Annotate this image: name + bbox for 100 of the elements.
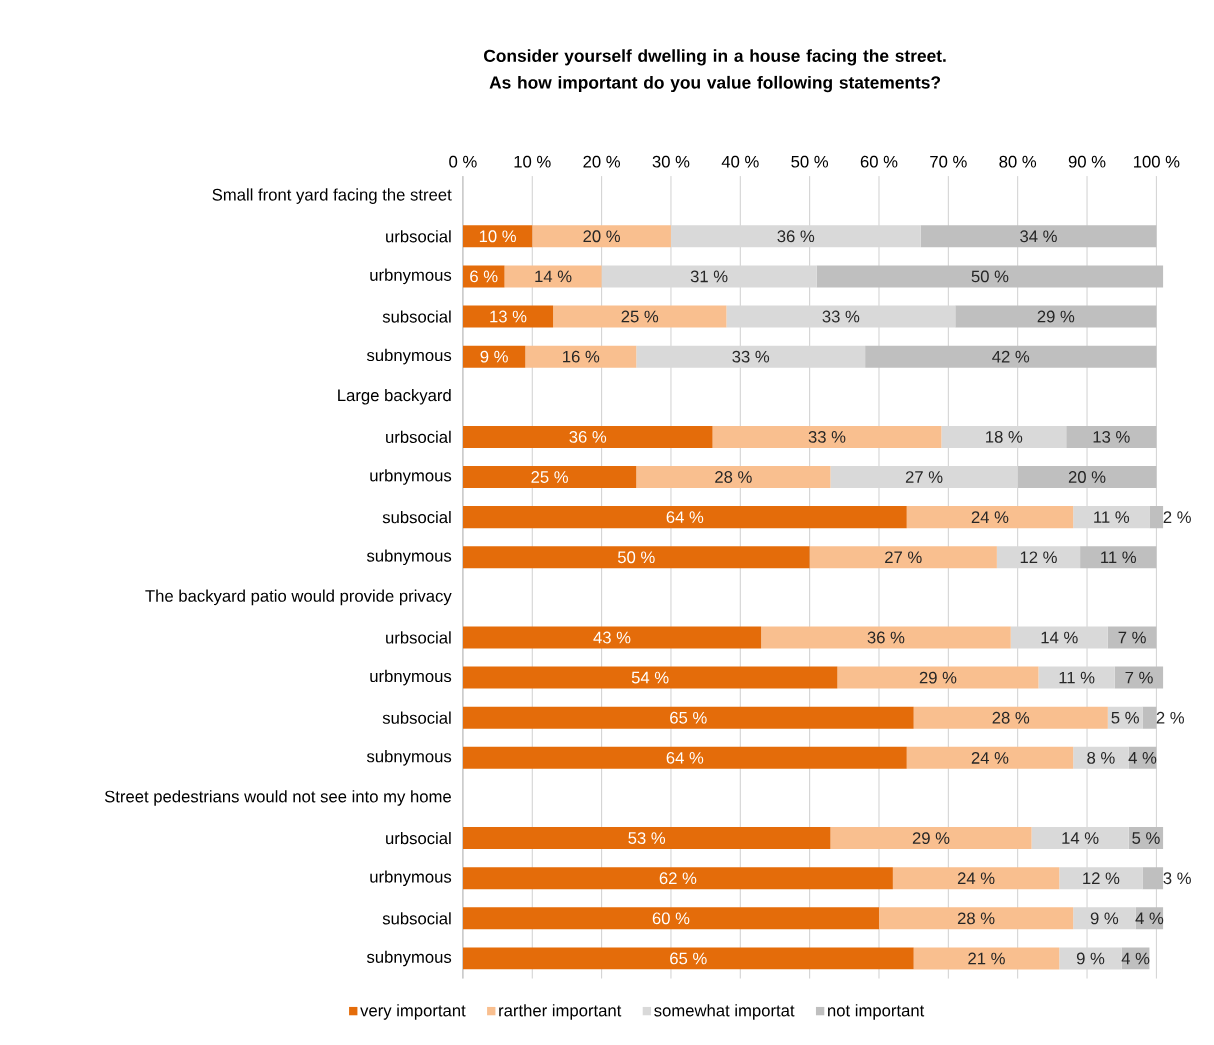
x-tick-label: 90 % bbox=[1068, 156, 1106, 168]
data-label: 64 % bbox=[666, 752, 704, 764]
y-tick-label: urbnymous bbox=[370, 469, 452, 485]
bar bbox=[830, 827, 1032, 850]
bar bbox=[1010, 626, 1108, 649]
bar bbox=[462, 305, 554, 328]
bar bbox=[462, 706, 914, 729]
data-label: 34 % bbox=[1020, 230, 1057, 243]
x-tick-label: 50 % bbox=[791, 156, 829, 168]
y-tick-label: urbsocial bbox=[386, 631, 451, 644]
legend-label: rarther important bbox=[499, 1004, 622, 1020]
data-label: 12 % bbox=[1083, 872, 1120, 885]
data-label: 2 % bbox=[1163, 511, 1191, 524]
x-tick-label: 60 % bbox=[860, 156, 898, 168]
y-tick-label: urbnymous bbox=[370, 870, 452, 887]
data-label: 27 % bbox=[905, 471, 943, 484]
legend-label: somewhat importat bbox=[654, 1004, 795, 1020]
data-label: 65 % bbox=[670, 712, 707, 724]
y-tick-label: subnymous bbox=[366, 750, 452, 766]
data-label: 54 % bbox=[631, 671, 669, 684]
data-label: 14 % bbox=[535, 270, 572, 283]
x-tick-label: 70 % bbox=[930, 156, 967, 168]
bar bbox=[462, 827, 831, 850]
data-label: 6 % bbox=[470, 270, 498, 283]
data-label: 29 % bbox=[912, 832, 950, 845]
bar bbox=[1107, 706, 1143, 729]
data-label: 28 % bbox=[715, 471, 752, 484]
y-tick-label: subnymous bbox=[366, 549, 452, 566]
bar bbox=[906, 506, 1074, 529]
data-label: 13 % bbox=[1093, 431, 1130, 443]
bar bbox=[462, 747, 907, 770]
data-label: 62 % bbox=[659, 872, 697, 885]
bar bbox=[1059, 867, 1143, 890]
data-label: 29 % bbox=[919, 671, 957, 684]
bar bbox=[462, 426, 713, 449]
data-label: 20 % bbox=[583, 230, 620, 243]
bar bbox=[878, 907, 1074, 930]
bar bbox=[1073, 907, 1136, 930]
y-tick-label: Large backyard bbox=[338, 389, 451, 405]
x-tick-label: 80 % bbox=[999, 156, 1037, 168]
bar bbox=[712, 426, 942, 449]
data-label: 29 % bbox=[1037, 310, 1075, 323]
bar bbox=[1107, 626, 1157, 649]
chart-title: Consider yourself dwelling in a house facing the street. As how important do you value following statements? bbox=[484, 49, 946, 93]
bar bbox=[462, 506, 907, 529]
x-tick-label: 0 % bbox=[449, 156, 477, 168]
data-label: 36 % bbox=[867, 631, 905, 644]
x-tick-label: 100 % bbox=[1134, 156, 1180, 168]
data-label: 24 % bbox=[957, 872, 995, 885]
y-tick-label: urbsocial bbox=[386, 230, 451, 243]
bar bbox=[1149, 506, 1164, 529]
data-label: 25 % bbox=[621, 310, 659, 323]
bar bbox=[955, 305, 1157, 328]
y-tick-label: urbsocial bbox=[386, 430, 451, 444]
data-label: 36 % bbox=[777, 230, 815, 243]
bar bbox=[636, 466, 831, 489]
bar bbox=[913, 706, 1108, 729]
y-tick-label: Small front yard facing the street bbox=[212, 188, 452, 205]
bar bbox=[636, 345, 866, 368]
data-label: 31 % bbox=[690, 270, 728, 283]
y-tick-label: urbnymous bbox=[370, 268, 452, 285]
data-label: 53 % bbox=[628, 832, 666, 845]
bar bbox=[761, 626, 1011, 649]
data-label: 9 % bbox=[1090, 912, 1119, 925]
y-tick-label: The backyard patio would provide privacy bbox=[145, 589, 452, 606]
data-label: 50 % bbox=[971, 270, 1009, 283]
data-label: 9 % bbox=[480, 350, 508, 363]
y-tick-label: subsocial bbox=[382, 511, 451, 524]
data-label: 5 % bbox=[1111, 712, 1139, 724]
bar bbox=[462, 345, 526, 368]
bar bbox=[462, 867, 893, 890]
data-label: 14 % bbox=[1062, 832, 1099, 845]
data-label: 4 % bbox=[1135, 912, 1164, 925]
bar bbox=[726, 305, 956, 328]
data-label: 36 % bbox=[569, 431, 607, 443]
bar bbox=[941, 426, 1067, 449]
bar bbox=[816, 265, 1164, 288]
bar bbox=[1080, 546, 1157, 569]
y-tick-label: subsocial bbox=[382, 711, 451, 725]
data-label: 28 % bbox=[992, 712, 1030, 724]
bar bbox=[913, 947, 1060, 970]
data-label: 33 % bbox=[822, 310, 860, 323]
data-label: 4 % bbox=[1128, 752, 1157, 764]
data-label: 33 % bbox=[732, 350, 770, 363]
bar bbox=[920, 225, 1157, 248]
data-label: 13 % bbox=[490, 310, 527, 323]
data-label: 7 % bbox=[1118, 631, 1146, 644]
bar bbox=[462, 626, 762, 649]
bar bbox=[1017, 466, 1157, 489]
y-tick-label: subnymous bbox=[366, 950, 452, 967]
bar bbox=[1073, 747, 1129, 770]
data-label: 43 % bbox=[593, 631, 631, 644]
y-tick-label: subsocial bbox=[382, 912, 451, 925]
bar bbox=[462, 947, 914, 970]
bar bbox=[1066, 426, 1157, 449]
legend-label: not important bbox=[828, 1004, 925, 1020]
bar bbox=[670, 225, 921, 248]
bar bbox=[906, 747, 1074, 770]
bar bbox=[462, 466, 637, 489]
y-tick-label: Street pedestrians would not see into my home bbox=[104, 790, 451, 806]
